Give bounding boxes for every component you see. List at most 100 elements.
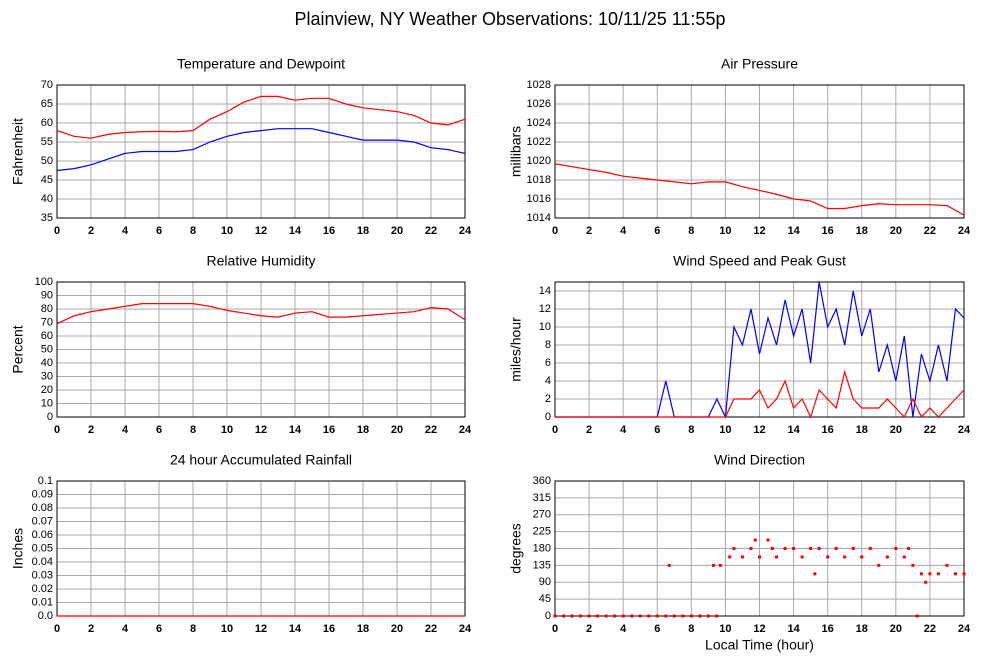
- x-tick-label: 10: [719, 424, 731, 436]
- y-tick-label: 1024: [527, 117, 551, 129]
- y-tick-label: 90: [539, 576, 551, 588]
- y-tick-label: 8: [545, 339, 551, 351]
- y-tick-label: 70: [41, 316, 53, 328]
- point: [740, 555, 744, 559]
- x-tick-label: 18: [357, 424, 369, 436]
- point: [718, 563, 722, 567]
- x-tick-label: 2: [88, 623, 94, 635]
- x-tick-label: 8: [688, 623, 694, 635]
- y-tick-label: 1018: [527, 174, 551, 186]
- point: [647, 614, 651, 618]
- x-tick-label: 4: [620, 424, 627, 436]
- y-tick-label: 0: [545, 610, 551, 622]
- x-tick-label: 20: [391, 225, 403, 237]
- point: [570, 614, 574, 618]
- x-tick-label: 0: [54, 623, 60, 635]
- x-tick-label: 16: [323, 623, 335, 635]
- page-title: Plainview, NY Weather Observations: 10/1…: [295, 9, 726, 29]
- plot-frame: [554, 480, 965, 617]
- point: [775, 555, 779, 559]
- x-tick-label: 12: [255, 623, 267, 635]
- y-tick-label: 0.03: [32, 569, 53, 581]
- x-tick-label: 14: [289, 623, 302, 635]
- series-line: [56, 95, 466, 139]
- x-tick-label: 2: [88, 424, 94, 436]
- x-tick-label: 22: [425, 424, 437, 436]
- point: [770, 547, 774, 550]
- point: [877, 563, 881, 567]
- point: [553, 614, 557, 618]
- point: [809, 547, 813, 550]
- point: [826, 555, 830, 559]
- y-tick-label: 180: [533, 542, 551, 554]
- point: [936, 572, 940, 576]
- point: [868, 547, 872, 550]
- y-axis-label: miles/hour: [508, 317, 524, 382]
- y-tick-label: 12: [539, 303, 551, 315]
- x-tick-label: 24: [459, 225, 472, 237]
- point: [749, 547, 753, 550]
- point: [732, 547, 736, 550]
- y-tick-label: 4: [545, 375, 551, 387]
- point: [758, 555, 761, 559]
- x-tick-label: 12: [255, 424, 267, 436]
- x-tick-label: 20: [890, 424, 902, 436]
- x-tick-label: 4: [620, 623, 627, 635]
- y-tick-label: 0.02: [32, 583, 53, 595]
- x-tick-label: 10: [221, 623, 233, 635]
- point: [698, 614, 702, 618]
- y-tick-label: 0.07: [32, 515, 53, 527]
- x-tick-label: 0: [54, 225, 60, 237]
- point: [800, 555, 804, 559]
- point: [753, 538, 757, 542]
- point: [911, 563, 915, 567]
- x-tick-label: 18: [856, 424, 868, 436]
- y-axis-label: Inches: [10, 528, 26, 569]
- point: [579, 614, 583, 618]
- y-tick-label: 0.05: [32, 542, 53, 554]
- x-tick-label: 12: [753, 424, 765, 436]
- point: [792, 547, 796, 550]
- point: [907, 547, 911, 550]
- point: [851, 547, 855, 550]
- y-tick-label: 55: [41, 136, 53, 148]
- point: [915, 614, 919, 618]
- y-tick-label: 0.06: [32, 529, 53, 541]
- x-axis-label: Local Time (hour): [705, 637, 814, 653]
- x-tick-label: 10: [221, 225, 233, 237]
- x-tick-label: 4: [122, 623, 129, 635]
- y-tick-label: 70: [41, 79, 53, 91]
- x-tick-label: 8: [190, 424, 196, 436]
- point: [962, 572, 966, 576]
- y-tick-label: 225: [533, 526, 551, 538]
- y-tick-label: 60: [41, 330, 53, 342]
- y-tick-label: 0: [47, 411, 53, 423]
- y-tick-label: 35: [41, 212, 53, 224]
- point: [885, 555, 889, 559]
- x-tick-label: 18: [856, 225, 868, 237]
- point: [834, 547, 838, 550]
- point: [953, 572, 957, 576]
- y-tick-label: 315: [533, 492, 551, 504]
- x-tick-label: 22: [924, 424, 936, 436]
- y-tick-label: 0.09: [32, 488, 53, 500]
- point: [817, 547, 821, 550]
- x-tick-label: 8: [688, 225, 694, 237]
- y-tick-label: 10: [41, 397, 53, 409]
- x-tick-label: 20: [391, 623, 403, 635]
- point: [813, 572, 817, 576]
- point: [919, 572, 923, 576]
- point: [630, 614, 634, 618]
- x-tick-label: 14: [787, 225, 800, 237]
- x-tick-label: 4: [122, 424, 129, 436]
- x-tick-label: 14: [289, 424, 302, 436]
- y-axis-label: Percent: [10, 325, 26, 373]
- x-tick-label: 2: [586, 424, 592, 436]
- x-tick-label: 24: [958, 225, 971, 237]
- x-tick-label: 16: [822, 225, 834, 237]
- y-tick-label: 50: [41, 155, 53, 167]
- point: [860, 555, 864, 559]
- y-tick-label: 60: [41, 117, 53, 129]
- x-tick-label: 24: [958, 623, 971, 635]
